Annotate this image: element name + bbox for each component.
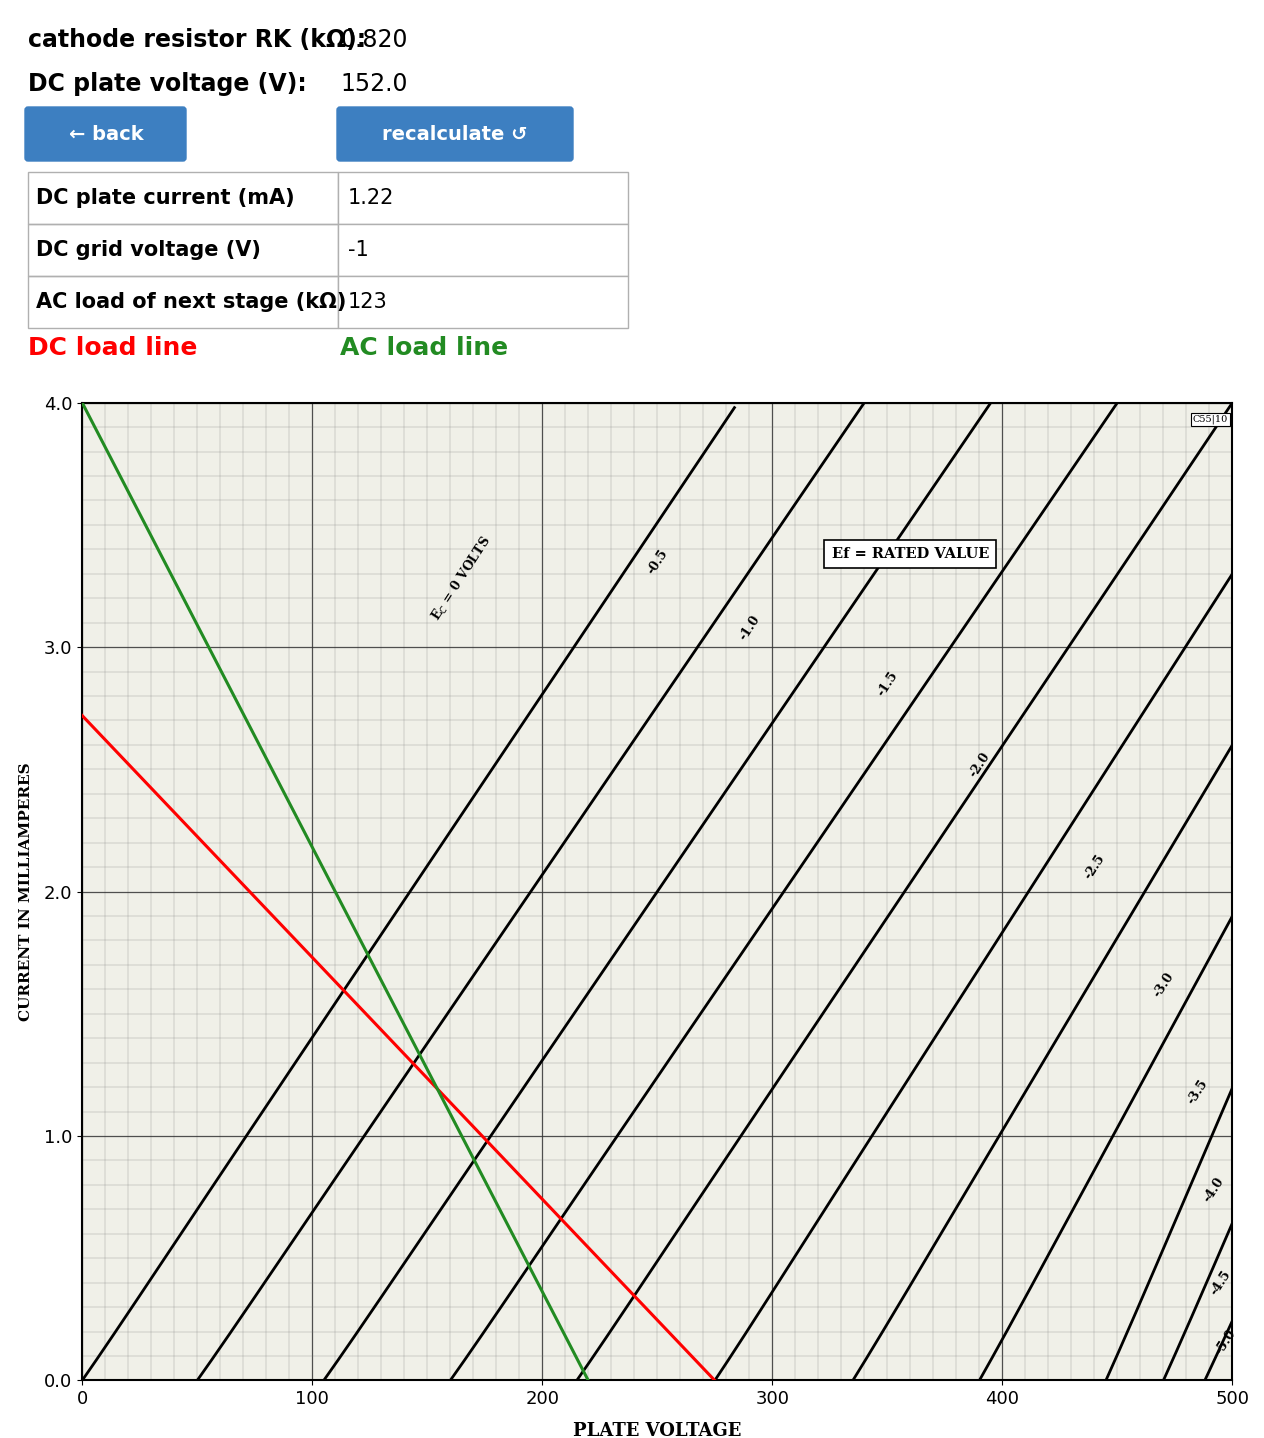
Bar [337,276,628,328]
Y-axis label: CURRENT IN MILLIAMPERES: CURRENT IN MILLIAMPERES [19,762,33,1021]
Text: -2.5: -2.5 [1082,853,1107,881]
FancyBboxPatch shape [25,106,186,161]
Text: E$_C$ = 0 VOLTS: E$_C$ = 0 VOLTS [428,533,495,624]
Bar [337,173,628,224]
Bar [337,224,628,276]
Text: AC load line: AC load line [340,336,508,360]
Text: 1.22: 1.22 [348,188,394,209]
Text: -3.0: -3.0 [1150,969,1177,999]
Text: ← back: ← back [68,125,143,144]
Bar [28,276,337,328]
FancyBboxPatch shape [337,106,573,161]
Text: C55|10: C55|10 [1192,414,1227,424]
Text: AC load of next stage (kΩ): AC load of next stage (kΩ) [35,292,346,312]
Text: DC grid voltage (V): DC grid voltage (V) [35,240,260,260]
Text: -2.0: -2.0 [967,749,992,779]
Text: -5.0: -5.0 [1212,1327,1239,1356]
Text: DC plate voltage (V):: DC plate voltage (V): [28,72,307,96]
Text: Ef = RATED VALUE: Ef = RATED VALUE [832,548,988,561]
Text: -1.5: -1.5 [875,669,900,699]
Text: -0.5: -0.5 [645,546,670,577]
Text: -1: -1 [348,240,369,260]
Text: 123: 123 [348,292,388,312]
Text: -4.0: -4.0 [1201,1175,1227,1205]
Text: cathode resistor RK (kΩ):: cathode resistor RK (kΩ): [28,27,367,52]
Text: 152.0: 152.0 [340,72,407,96]
Bar [28,224,337,276]
Text: -4.5: -4.5 [1208,1268,1234,1297]
Text: -3.5: -3.5 [1186,1077,1211,1107]
Text: -1.0: -1.0 [737,613,762,643]
Text: 0.820: 0.820 [340,27,407,52]
Text: DC plate current (mA): DC plate current (mA) [35,188,295,209]
Text: recalculate ↺: recalculate ↺ [382,125,528,144]
X-axis label: PLATE VOLTAGE: PLATE VOLTAGE [573,1422,742,1438]
Text: DC load line: DC load line [28,336,197,360]
Bar [28,173,337,224]
